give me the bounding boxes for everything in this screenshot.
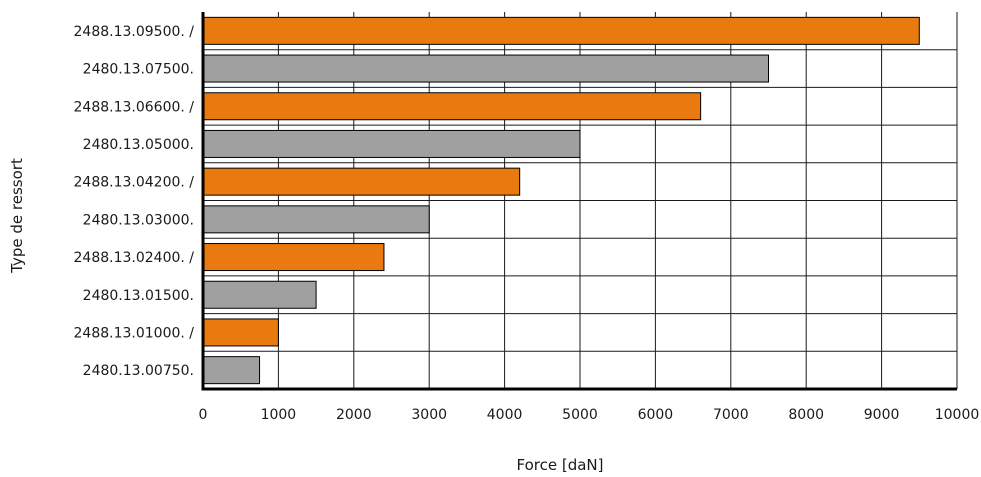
category-label: 2488.13.09500. / bbox=[74, 24, 195, 40]
category-label: 2488.13.01000. / bbox=[74, 325, 195, 341]
x-tick-label: 2000 bbox=[336, 407, 372, 423]
bar bbox=[202, 129, 581, 158]
bar bbox=[202, 356, 261, 385]
x-tick-label: 8000 bbox=[788, 407, 824, 423]
bar bbox=[202, 16, 920, 45]
x-tick-label: 0 bbox=[199, 407, 208, 423]
bar bbox=[202, 243, 385, 272]
category-labels: 2488.13.09500. / 2480.13.07500. 2488.13.06… bbox=[74, 24, 195, 379]
bar bbox=[202, 167, 521, 196]
bar bbox=[202, 205, 430, 234]
bars bbox=[202, 16, 920, 385]
x-tick-label: 10000 bbox=[935, 407, 980, 423]
category-label: 2480.13.03000. bbox=[83, 212, 194, 228]
x-tick-label: 9000 bbox=[864, 407, 900, 423]
category-label: 2488.13.02400. / bbox=[74, 250, 195, 266]
x-tick-label: 3000 bbox=[411, 407, 447, 423]
bar bbox=[202, 318, 279, 347]
category-label: 2488.13.04200. / bbox=[74, 175, 195, 191]
category-label: 2480.13.07500. bbox=[83, 62, 194, 78]
bar bbox=[202, 92, 702, 121]
bar bbox=[202, 54, 769, 83]
category-label: 2480.13.00750. bbox=[83, 363, 194, 379]
category-label: 2488.13.06600. / bbox=[74, 99, 195, 115]
x-tick-label: 1000 bbox=[261, 407, 297, 423]
x-axis-title: Force [daN] bbox=[517, 456, 604, 474]
axes bbox=[201, 12, 957, 391]
category-label: 2480.13.01500. bbox=[83, 288, 194, 304]
x-tick-label: 4000 bbox=[487, 407, 523, 423]
x-tick-label: 5000 bbox=[562, 407, 598, 423]
bar bbox=[202, 280, 317, 309]
y-axis-title: Type de ressort bbox=[8, 158, 26, 274]
category-label: 2480.13.05000. bbox=[83, 137, 194, 153]
x-tick-label: 7000 bbox=[713, 407, 749, 423]
x-tick-label: 6000 bbox=[638, 407, 674, 423]
x-tick-labels: 0 1000 2000 3000 4000 5000 6000 7000 8000 9000 100… bbox=[199, 407, 980, 423]
